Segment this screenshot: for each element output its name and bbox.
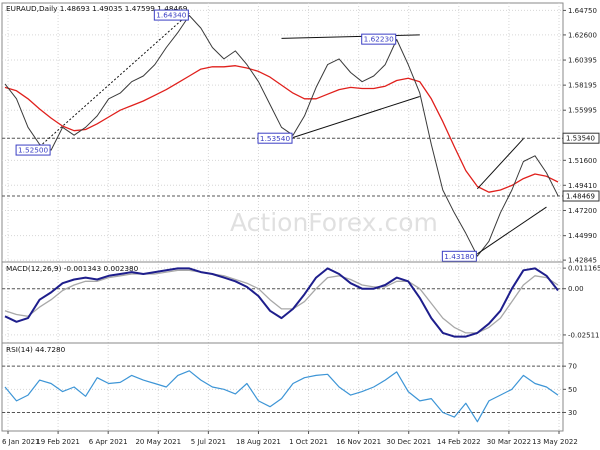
rsi-tick-label: 70	[568, 363, 577, 371]
price-callout-box	[15, 144, 51, 156]
rsi-tick-label: 30	[568, 409, 577, 417]
price-header: EURAUD,Daily 1.48693 1.49035 1.47599 1.4…	[6, 4, 188, 13]
price-tick-label: 1.49410	[568, 182, 597, 190]
price-tick-label: 1.42845	[568, 257, 597, 265]
price-tick-label: 1.60395	[568, 57, 597, 65]
level-marker-label: 1.53540	[566, 135, 595, 143]
price-callout-box	[153, 9, 189, 21]
price-tick-label: 1.47200	[568, 207, 597, 215]
x-tick-label: 19 Feb 2021	[36, 438, 80, 446]
rising-channel-lower-line	[477, 206, 547, 255]
x-tick-label: 6 Jan 2021	[2, 438, 40, 446]
price-tick-label: 1.44990	[568, 232, 597, 240]
macd-header: MACD(12,26,9) -0.001343 0.002380	[6, 264, 139, 273]
rising-channel-upper-line	[476, 138, 524, 190]
price-callout-box	[361, 33, 397, 45]
macd-signal-line	[4, 269, 559, 334]
price-panel: 1.64750 1.62600 1.60395 1.58195 1.55995 1.535…	[1, 2, 600, 431]
x-tick-label: 6 Apr 2021	[89, 438, 128, 446]
macd-panel: 0.011165 0.00 -0.025117 MACD(12,26,9) -0.00…	[1, 261, 600, 344]
price-tick-label: 1.64750	[568, 7, 597, 15]
rsi-line	[4, 370, 559, 423]
last-price-marker-label: 1.48469	[566, 193, 595, 201]
x-tick-label: 18 Aug 2021	[236, 438, 281, 446]
rsi-header: RSI(14) 44.7280	[6, 345, 66, 354]
price-line	[4, 15, 559, 257]
moving-average-line	[4, 65, 559, 193]
macd-tick-label: 0.011165	[568, 265, 600, 273]
price-callout-label: 1.64340	[156, 11, 187, 20]
rising-trendline-dashed	[39, 12, 190, 148]
watermark-text: ActionForex.com	[230, 208, 438, 237]
price-tick-label: 1.58195	[568, 82, 597, 90]
price-callout-label: 1.53540	[260, 134, 291, 143]
price-callout-box	[441, 250, 477, 262]
rsi-panel: 70 50 30 RSI(14) 44.7280	[1, 342, 577, 432]
x-tick-label: 14 Feb 2022	[437, 438, 481, 446]
price-tick-label: 1.55995	[568, 107, 597, 115]
price-callout-label: 1.52500	[18, 146, 49, 155]
rsi-panel-frame	[1, 342, 564, 432]
price-tick-label: 1.62600	[568, 31, 597, 39]
price-callout-box	[257, 132, 293, 144]
macd-tick-label: 0.00	[568, 285, 584, 293]
price-callout-label: 1.43180	[444, 252, 475, 261]
price-tick-label: 1.51600	[568, 157, 597, 165]
x-tick-label: 16 Nov 2021	[336, 438, 381, 446]
x-tick-label: 20 May 2021	[135, 438, 181, 446]
macd-tick-label: -0.025117	[568, 331, 600, 339]
channel-top-line	[281, 34, 420, 39]
level-marker-box	[562, 132, 600, 144]
macd-line	[4, 267, 559, 338]
rsi-tick-label: 50	[568, 386, 577, 394]
x-tick-label: 30 Dec 2021	[386, 438, 431, 446]
x-tick-label: 13 May 2022	[532, 438, 578, 446]
channel-bottom-line	[292, 96, 420, 138]
price-callout-label: 1.62230	[364, 35, 395, 44]
x-tick-label: 1 Oct 2021	[289, 438, 328, 446]
last-price-marker-box	[562, 190, 600, 202]
x-tick-label: 5 Jul 2021	[191, 438, 226, 446]
x-tick-label: 30 Mar 2022	[487, 438, 531, 446]
